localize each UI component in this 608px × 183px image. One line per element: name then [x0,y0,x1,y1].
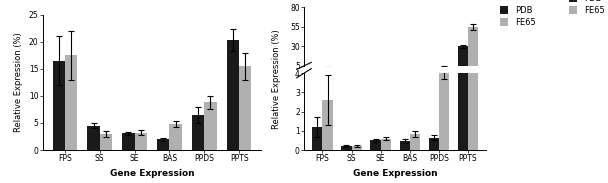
Bar [52,61,64,150]
Legend: PDB, FE65: PDB, FE65 [497,2,539,30]
Bar [134,133,147,150]
Bar [204,102,216,150]
Bar [468,27,478,70]
Bar [429,69,439,70]
Bar [322,68,333,70]
Bar [458,46,468,70]
Bar [192,115,204,150]
Bar [381,69,391,70]
Bar [399,141,410,150]
Bar [370,141,381,150]
Bar [313,69,322,70]
Bar [64,55,77,150]
Bar [322,100,333,150]
X-axis label: Gene Expression: Gene Expression [109,169,195,178]
Bar [240,66,252,150]
Bar [410,134,420,150]
Bar [100,134,112,150]
Bar [381,139,391,150]
Bar [227,40,240,150]
Bar [439,73,449,150]
Bar [170,124,182,150]
Bar [341,146,351,150]
Bar [351,146,362,150]
X-axis label: Gene Expression: Gene Expression [353,169,438,178]
Bar [88,126,100,150]
Bar [468,0,478,150]
Bar [313,127,322,150]
Bar [429,138,439,150]
Legend: PDB, FE65: PDB, FE65 [565,0,608,18]
Bar [458,0,468,150]
Bar [122,133,134,150]
Bar [399,69,410,70]
Bar [439,67,449,70]
Text: Relative Expression (%): Relative Expression (%) [272,29,281,129]
Bar [157,139,170,150]
Y-axis label: Relative Expression (%): Relative Expression (%) [14,32,23,132]
Bar [410,69,420,70]
Bar [370,69,381,70]
